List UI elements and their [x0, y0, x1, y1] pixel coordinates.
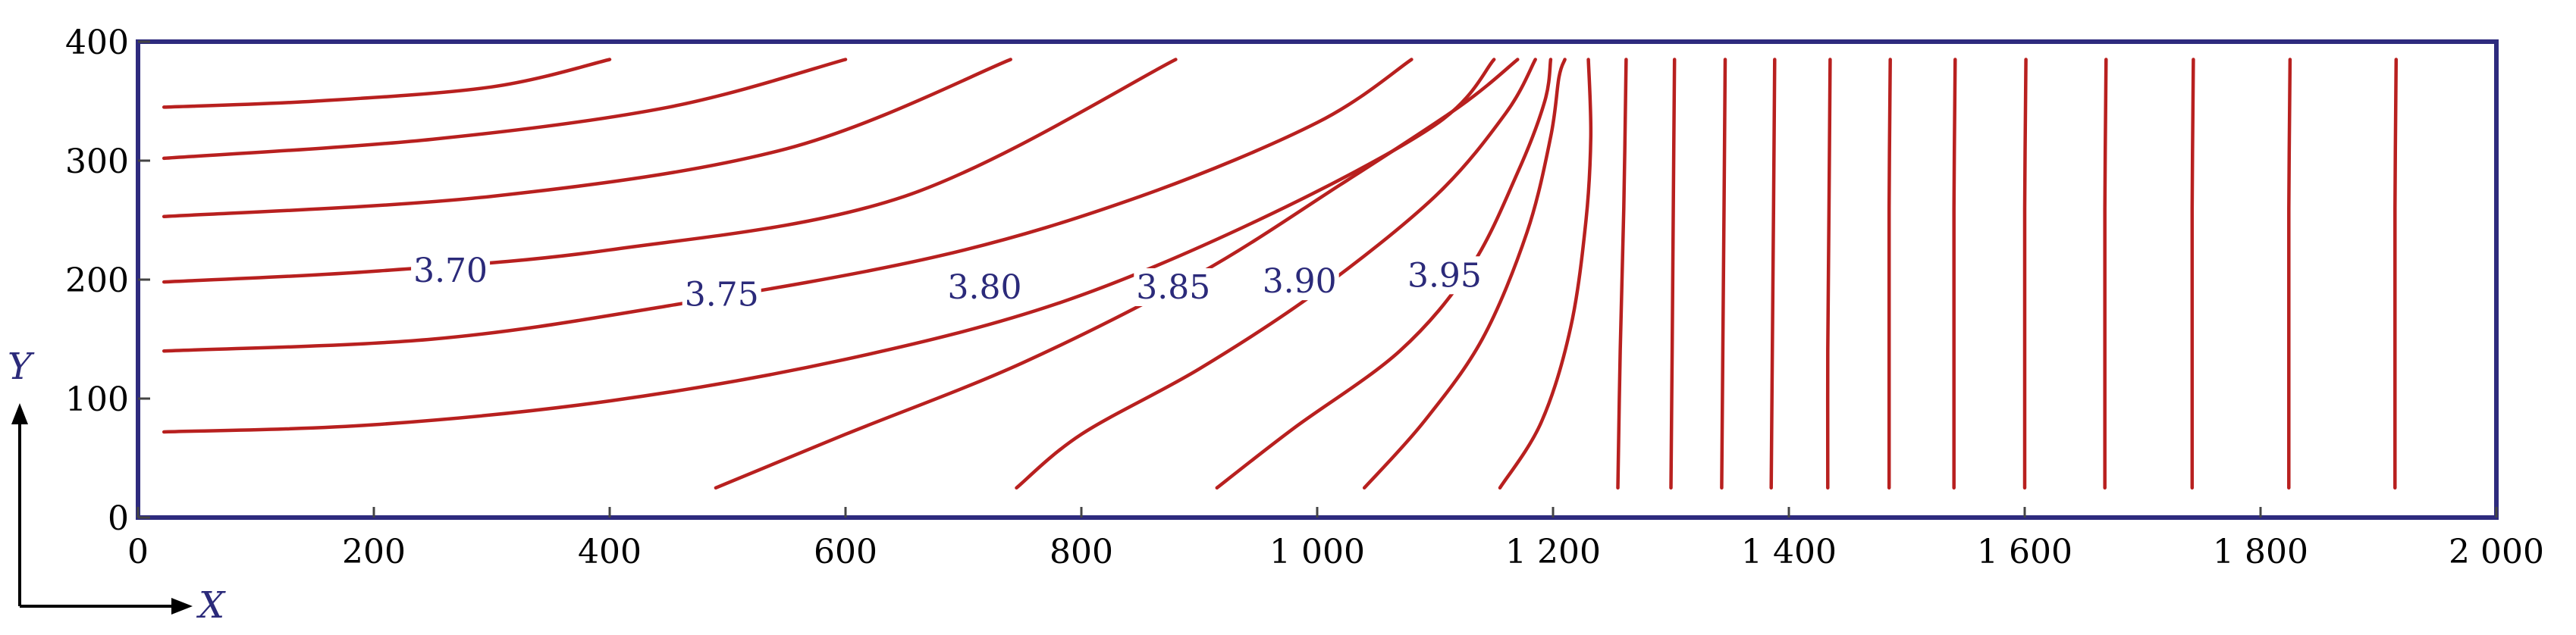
- contour-line-4: [162, 58, 1178, 284]
- contour-label-3: 3.80: [948, 268, 1022, 307]
- axis-indicator: Y X: [8, 346, 226, 627]
- x-tick-label: 0: [127, 533, 149, 571]
- contour-line-18: [1952, 58, 1957, 490]
- y-axis-ticks: 0 100 200 300 400: [65, 23, 150, 538]
- contour-line-16: [1825, 58, 1832, 490]
- contour-line-21: [2190, 58, 2195, 490]
- contour-line-17: [1887, 58, 1892, 490]
- contour-line-15: [1769, 58, 1777, 490]
- y-tick-label: 100: [65, 380, 129, 419]
- x-tick-label: 200: [342, 533, 406, 571]
- contour-label-bg: [682, 275, 761, 314]
- contour-line-7: [714, 58, 1520, 490]
- x-tick-label: 1 800: [2213, 533, 2308, 571]
- contour-line-23: [2392, 58, 2399, 490]
- contour-label-bg: [1260, 262, 1339, 301]
- x-tick-label: 1 600: [1977, 533, 2072, 571]
- contour-line-11: [1498, 58, 1593, 490]
- x-tick-label: 1 200: [1505, 533, 1601, 571]
- x-axis-arrowhead: [171, 598, 193, 615]
- contour-line-14: [1720, 58, 1727, 490]
- contour-line-12: [1616, 58, 1628, 490]
- x-axis-label: X: [196, 584, 226, 627]
- x-tick-label: 800: [1050, 533, 1113, 571]
- contour-line-10: [1362, 58, 1567, 490]
- y-tick-label: 400: [65, 23, 129, 62]
- y-tick-label: 300: [65, 142, 129, 181]
- y-axis-label: Y: [8, 346, 35, 388]
- contour-label-bg: [945, 267, 1024, 306]
- contour-lines: [162, 58, 2399, 490]
- contour-label-bg: [1134, 267, 1213, 306]
- y-axis-arrowhead: [11, 403, 28, 424]
- contour-line-22: [2286, 58, 2292, 490]
- x-tick-label: 2 000: [2449, 533, 2544, 571]
- contour-line-19: [2022, 58, 2028, 490]
- x-tick-label: 1 400: [1741, 533, 1837, 571]
- contour-label-bg: [411, 252, 491, 290]
- x-tick-label: 1 000: [1269, 533, 1365, 571]
- contour-line-3: [162, 58, 1012, 219]
- contour-label-1: 3.70: [413, 252, 488, 290]
- contour-line-6: [162, 58, 1496, 434]
- contour-line-2: [162, 58, 848, 161]
- contour-label-2: 3.75: [685, 275, 759, 314]
- contour-label-bg: [1404, 256, 1484, 295]
- y-tick-label: 200: [65, 261, 129, 300]
- contour-labels: 3.70 3.75 3.80 3.85 3.90 3.95: [411, 252, 1484, 314]
- x-tick-label: 400: [578, 533, 642, 571]
- y-tick-label: 0: [108, 499, 129, 538]
- contour-line-1: [162, 58, 612, 109]
- x-tick-label: 600: [814, 533, 877, 571]
- contour-label-4: 3.85: [1136, 268, 1210, 307]
- contour-label-5: 3.90: [1263, 262, 1337, 301]
- contour-line-5: [162, 58, 1414, 353]
- contour-label-6: 3.95: [1407, 256, 1482, 295]
- contour-line-13: [1669, 58, 1677, 490]
- x-axis-ticks: 0 200 400 600 800 1 000 1 200 1 400 1 600 1 800 2 …: [127, 507, 2544, 571]
- contour-line-20: [2103, 58, 2108, 490]
